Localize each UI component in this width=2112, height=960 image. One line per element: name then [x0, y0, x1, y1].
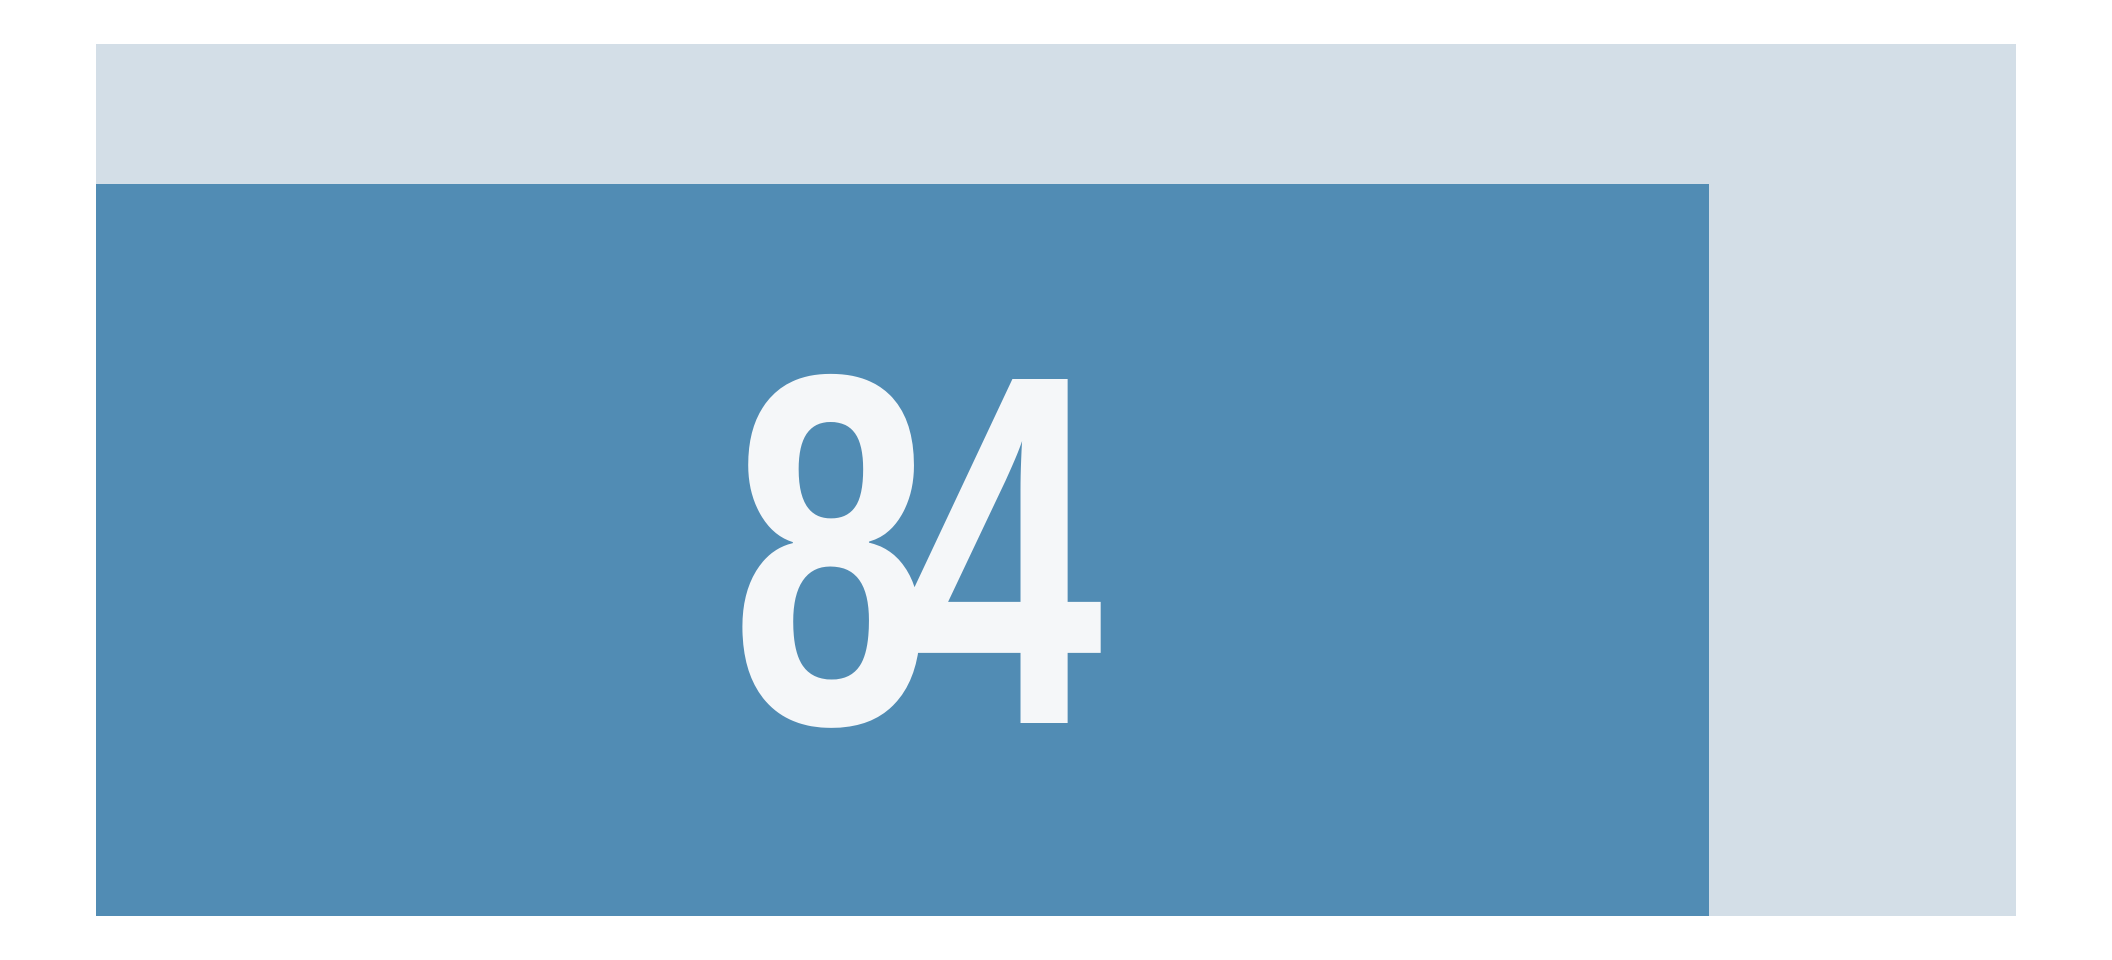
chart-area: 84 [96, 44, 2016, 916]
value-label: 84 [730, 269, 1103, 829]
value-fill-bar: 84 [96, 183, 1709, 916]
